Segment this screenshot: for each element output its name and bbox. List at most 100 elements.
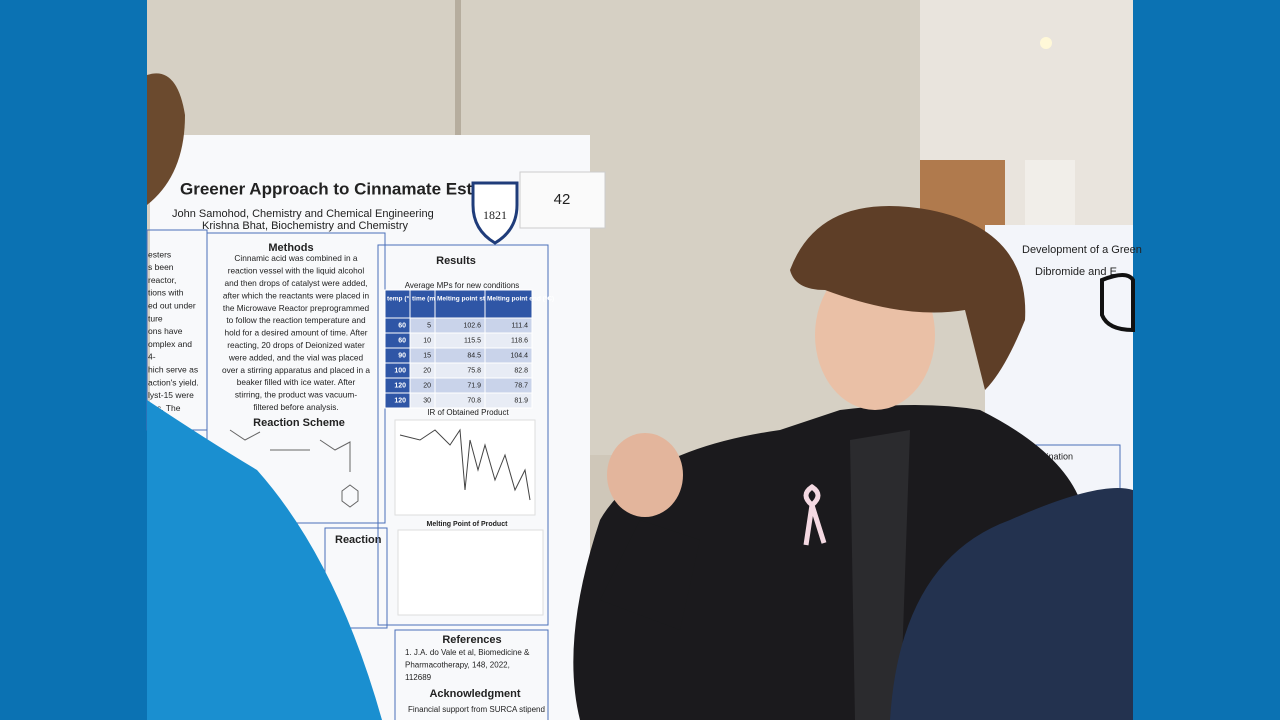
text-line: hich serve as: [148, 364, 198, 374]
left-person-shirt: [147, 400, 382, 720]
text-line: hold for a desired amount of time. After: [225, 328, 368, 338]
scheme-heading: Reaction Scheme: [253, 417, 345, 429]
ir-spectrum: [399, 428, 531, 501]
left-border: [0, 0, 147, 720]
text-line: 1. J.A. do Vale et al, Biomedicine &: [405, 648, 530, 657]
text-line: ons have: [148, 326, 183, 336]
photo: 42 Greener Approach to Cinnamate Esters …: [146, 0, 1142, 720]
right-person-jacket: [890, 488, 1133, 720]
table-value: 100: [394, 367, 406, 374]
table-header-cell: [434, 289, 486, 319]
table-value: 82.8: [514, 367, 528, 374]
text-line: ture: [148, 313, 163, 323]
results-box: [377, 244, 549, 626]
scheme-drawing: [229, 429, 359, 508]
second-poster-title: Development of a Green: [1022, 244, 1142, 256]
table-value: 15: [423, 352, 431, 359]
text-line: after which the reactants were placed in: [223, 290, 370, 300]
table-value: 60: [398, 337, 406, 344]
references-text: 1. J.A. do Vale et al, Biomedicine & Phar…: [405, 648, 530, 682]
table-header-cell: [384, 289, 411, 319]
table-header: Melting point end (°C): [487, 295, 554, 303]
table-cell: [409, 317, 436, 334]
results-heading: Results: [436, 255, 476, 267]
methods-text: Cinnamic acid was combined in a reaction …: [222, 253, 370, 412]
table-value: 115.5: [464, 337, 481, 344]
text-line: lyst-15 were: [148, 390, 194, 400]
table-value: 10: [423, 337, 431, 344]
text-line: reactor,: [148, 275, 176, 285]
ir-caption: IR of Obtained Product: [427, 408, 509, 417]
methods-heading: Methods: [268, 242, 313, 254]
text-line: ses. The: [148, 403, 181, 413]
references-box: [394, 629, 549, 720]
ir-plot: [394, 419, 536, 516]
text-line: 4-: [148, 352, 156, 362]
text-line: Cinnamic acid was combined in a: [234, 253, 358, 263]
text-line: reaction vessel with the liquid alcohol: [228, 266, 365, 276]
table-cell: [484, 392, 533, 409]
text-line: 112689: [405, 673, 432, 682]
table-header-cell: [409, 289, 436, 319]
table-header-cell: [484, 289, 533, 319]
table-value: 75.8: [467, 367, 481, 374]
man-shirt: [850, 430, 910, 720]
text-line: tions with: [148, 288, 184, 298]
man-hair: [790, 206, 1026, 390]
table-value: 118.6: [511, 337, 528, 344]
results-table: temp (°C)time (mins)Melting point start …: [384, 289, 554, 409]
text-line: action's yield.: [148, 377, 199, 387]
table-value: 81.9: [514, 397, 528, 404]
text-line: to follow the reaction temperature and: [226, 315, 366, 325]
ceiling-light: [1040, 37, 1052, 49]
text-line: and then drops of catalyst were added,: [225, 278, 368, 288]
man-hand: [607, 433, 683, 517]
poster-title: Greener Approach to Cinnamate Esters: [180, 179, 498, 198]
right-person-glasses: [1100, 273, 1135, 333]
text-line: omplex and: [148, 339, 192, 349]
right-border: [1133, 0, 1280, 720]
references-heading: References: [442, 634, 501, 646]
table-value: 60: [398, 322, 406, 329]
poster-author: Krishna Bhat, Biochemistry and Chemistry: [202, 220, 409, 232]
table-value: 30: [423, 397, 431, 404]
table-value: 104.4: [510, 352, 528, 359]
text-line: the Microwave Reactor preprogrammed: [223, 303, 370, 313]
table-value: 120: [394, 397, 406, 404]
poster-author: John Samohod, Chemistry and Chemical Eng…: [172, 208, 434, 220]
text-line: were added, and the vial was placed: [228, 352, 364, 362]
text-line: beaker filled with ice water. After: [237, 377, 356, 387]
table-value: 70.8: [467, 397, 481, 404]
ribbon: [803, 483, 827, 546]
table-value: 90: [398, 352, 406, 359]
table-value: 84.5: [467, 352, 481, 359]
text-line: reacting, 20 drops of Deionized water: [227, 340, 365, 350]
table-value: 120: [394, 382, 406, 389]
table-header: temp (°C): [387, 295, 416, 303]
table-value: 20: [423, 367, 431, 374]
ack-text: Financial support from SURCA stipend: [408, 705, 545, 714]
text-line: stirring, the product was vacuum-: [235, 390, 357, 400]
intro-text: esters s been reactor, tions with ed out und…: [148, 249, 199, 413]
number-tag: [519, 171, 606, 229]
board-number: 42: [554, 191, 571, 208]
mp-chart-area: [397, 529, 544, 616]
seal-text: 1821: [483, 208, 507, 222]
text-line: Pharmacotherapy, 148, 2022,: [405, 661, 510, 670]
table-value: 5: [427, 322, 431, 329]
left-person-hair: [147, 73, 185, 205]
text-line: esters: [148, 249, 171, 259]
wall-seam: [455, 0, 461, 170]
seal-shield: [471, 181, 519, 245]
ack-heading: Acknowledgment: [429, 688, 520, 700]
text-line: over a stirring apparatus and placed in …: [222, 365, 370, 375]
table-value: 71.9: [467, 382, 481, 389]
man-arm: [600, 520, 700, 630]
second-poster-title: Dibromide and E: [1035, 266, 1117, 278]
table-header: Melting point start (°C): [437, 295, 507, 303]
table-value: 102.6: [463, 322, 481, 329]
text-line: filtered before analysis.: [253, 402, 338, 412]
table-caption: Average MPs for new conditions: [405, 281, 520, 290]
